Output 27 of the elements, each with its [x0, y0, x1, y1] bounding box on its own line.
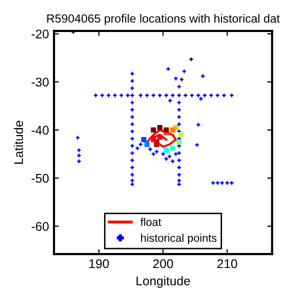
point: [189, 57, 194, 62]
x-axis-title: Longitude: [136, 276, 190, 288]
point: [141, 137, 146, 142]
x-tick-label: 190: [89, 259, 109, 268]
x-tick-label: 200: [153, 259, 173, 268]
y-tick-label: -40: [32, 126, 49, 135]
point: [150, 127, 156, 133]
point: [144, 142, 150, 148]
x-tick-label: 210: [217, 259, 238, 268]
y-axis-title: Latitude: [14, 120, 24, 164]
point: [178, 132, 184, 138]
point: [157, 134, 162, 140]
point: [176, 139, 182, 145]
point: [157, 124, 162, 130]
legend-label: float: [140, 218, 162, 226]
y-tick-label: -60: [32, 222, 49, 231]
chart-title: R5904065 profile locations with historical dat: [47, 14, 280, 26]
point: [150, 137, 156, 142]
y-tick-label: -50: [32, 174, 49, 183]
point: [164, 127, 169, 133]
point: [164, 148, 169, 153]
point: [170, 146, 176, 151]
legend-label: historical points: [141, 234, 216, 244]
y-tick-label: -30: [32, 78, 49, 87]
y-tick-label: -20: [32, 30, 49, 38]
point: [170, 127, 176, 133]
point: [154, 142, 160, 148]
